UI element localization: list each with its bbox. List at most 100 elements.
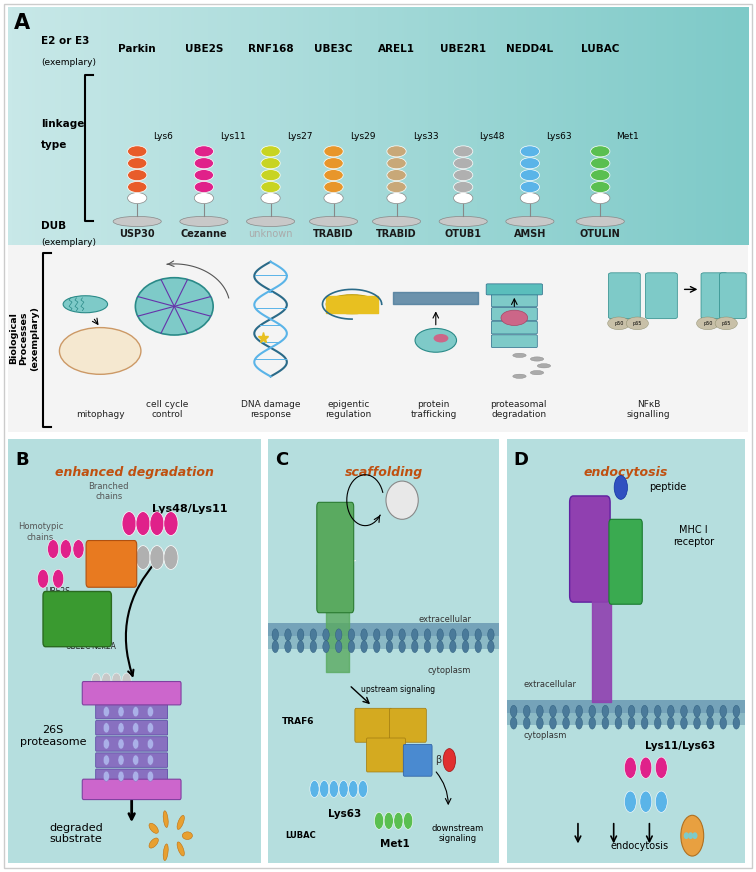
Circle shape	[336, 629, 342, 641]
FancyBboxPatch shape	[86, 541, 137, 587]
Text: cell cycle
control: cell cycle control	[146, 399, 188, 419]
FancyBboxPatch shape	[491, 321, 538, 334]
Circle shape	[590, 158, 610, 169]
Bar	[507, 700, 745, 712]
Circle shape	[537, 705, 544, 717]
Circle shape	[261, 170, 280, 181]
Circle shape	[715, 317, 737, 330]
Text: p65: p65	[633, 321, 642, 326]
Circle shape	[261, 146, 280, 157]
Circle shape	[550, 717, 556, 729]
Circle shape	[132, 771, 139, 781]
Bar	[268, 623, 499, 636]
Circle shape	[132, 723, 139, 732]
Ellipse shape	[513, 374, 526, 378]
Circle shape	[454, 181, 472, 193]
Ellipse shape	[182, 832, 193, 840]
Text: (exemplary): (exemplary)	[41, 238, 96, 247]
Text: UBE2S: UBE2S	[184, 44, 223, 54]
Circle shape	[339, 780, 349, 798]
Circle shape	[680, 717, 687, 729]
Circle shape	[510, 717, 517, 729]
Text: downstream
signaling: downstream signaling	[432, 824, 484, 843]
Circle shape	[694, 717, 700, 729]
FancyBboxPatch shape	[43, 591, 111, 647]
Text: NFκB
signalling: NFκB signalling	[627, 399, 671, 419]
Circle shape	[450, 641, 456, 652]
FancyBboxPatch shape	[491, 294, 538, 307]
Text: B: B	[15, 452, 29, 469]
Text: USP30: USP30	[119, 229, 155, 239]
Circle shape	[520, 170, 540, 181]
Circle shape	[323, 641, 330, 652]
Ellipse shape	[531, 357, 544, 361]
Circle shape	[399, 641, 405, 652]
Circle shape	[324, 181, 343, 193]
Ellipse shape	[439, 216, 488, 227]
Circle shape	[261, 158, 280, 169]
Circle shape	[122, 512, 136, 535]
Text: TRAF6: TRAF6	[282, 717, 314, 726]
Circle shape	[475, 641, 482, 652]
Circle shape	[132, 706, 139, 717]
Circle shape	[590, 193, 610, 203]
FancyBboxPatch shape	[389, 708, 426, 742]
Circle shape	[104, 723, 110, 732]
Circle shape	[681, 815, 704, 856]
Text: UBE2R1: UBE2R1	[440, 44, 486, 54]
Circle shape	[60, 328, 141, 374]
Circle shape	[680, 705, 687, 717]
Text: AMSH: AMSH	[513, 229, 546, 239]
Circle shape	[454, 193, 472, 203]
Circle shape	[324, 170, 343, 181]
Circle shape	[118, 723, 124, 732]
Circle shape	[374, 813, 383, 829]
FancyBboxPatch shape	[569, 496, 610, 602]
Circle shape	[147, 723, 153, 732]
Circle shape	[454, 158, 472, 169]
Text: Lys63: Lys63	[546, 132, 572, 141]
Ellipse shape	[309, 216, 358, 227]
Circle shape	[104, 706, 110, 717]
Text: β: β	[435, 755, 441, 765]
Circle shape	[463, 641, 469, 652]
Ellipse shape	[506, 216, 554, 227]
Circle shape	[118, 739, 124, 749]
Text: Branched
chains: Branched chains	[88, 482, 129, 501]
Text: upstream signaling: upstream signaling	[361, 685, 435, 693]
Circle shape	[150, 546, 164, 569]
Circle shape	[387, 158, 406, 169]
Circle shape	[590, 181, 610, 193]
Circle shape	[38, 569, 48, 588]
Circle shape	[394, 813, 403, 829]
Text: A: A	[14, 13, 29, 33]
Circle shape	[602, 705, 609, 717]
Ellipse shape	[538, 364, 550, 368]
Circle shape	[373, 641, 380, 652]
Circle shape	[128, 193, 147, 203]
FancyBboxPatch shape	[701, 273, 728, 318]
FancyBboxPatch shape	[96, 705, 168, 719]
Circle shape	[194, 170, 213, 181]
Text: 26S
proteasome: 26S proteasome	[20, 726, 86, 746]
Circle shape	[330, 780, 339, 798]
Text: C: C	[275, 452, 289, 469]
Circle shape	[384, 813, 393, 829]
Circle shape	[501, 310, 528, 325]
Circle shape	[349, 629, 355, 641]
Text: Lys63: Lys63	[328, 809, 361, 820]
Ellipse shape	[576, 216, 624, 227]
Circle shape	[576, 717, 582, 729]
Circle shape	[164, 512, 178, 535]
Ellipse shape	[326, 295, 378, 314]
Bar	[507, 712, 745, 726]
Circle shape	[104, 739, 110, 749]
Circle shape	[589, 705, 596, 717]
Text: Nek2A: Nek2A	[91, 642, 116, 651]
Circle shape	[696, 317, 719, 330]
Text: IL-1
receptor: IL-1 receptor	[314, 548, 355, 567]
Circle shape	[285, 629, 291, 641]
Circle shape	[720, 705, 727, 717]
Circle shape	[488, 641, 494, 652]
Circle shape	[122, 546, 136, 569]
